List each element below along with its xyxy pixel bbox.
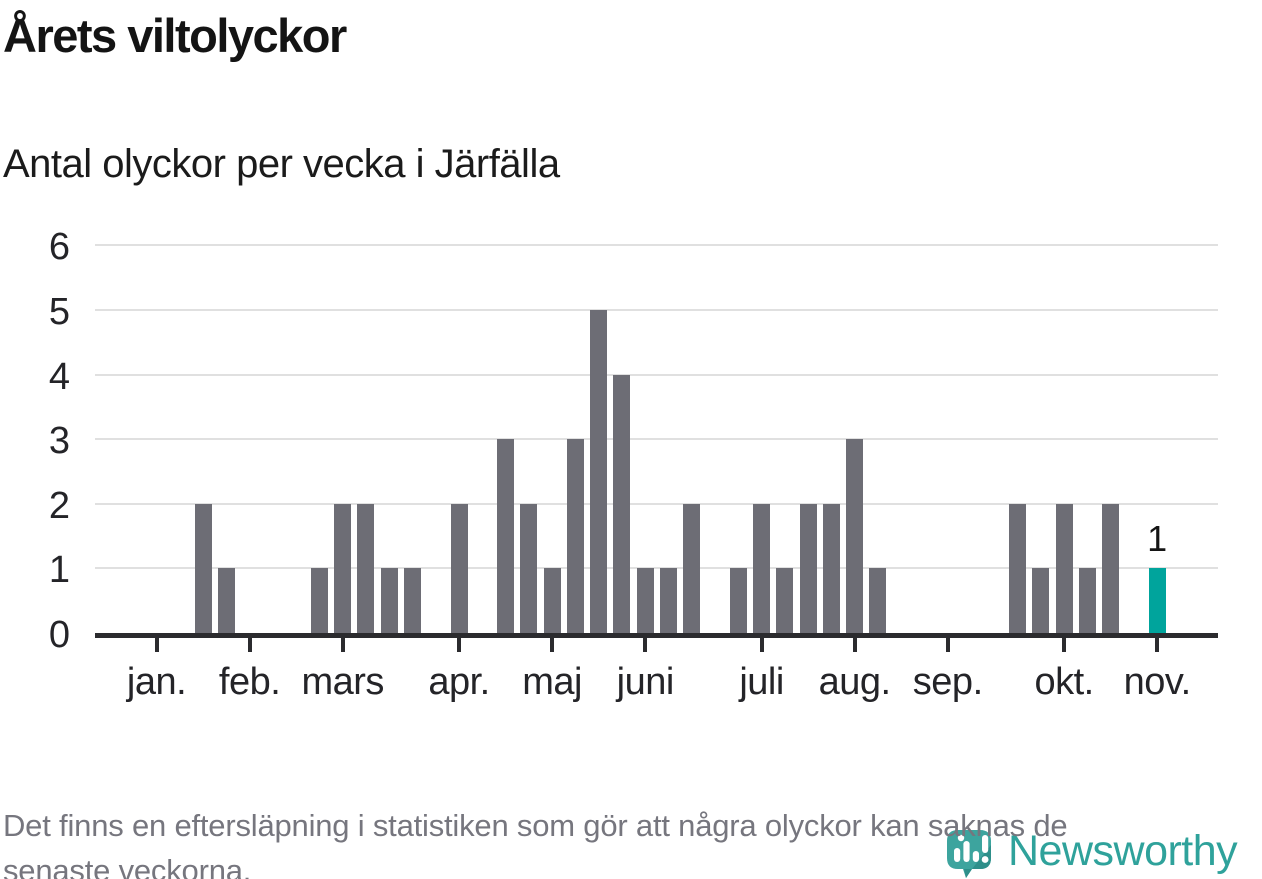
bar-week-24 <box>659 568 677 633</box>
newsworthy-logo: Newsworthy <box>941 823 1238 879</box>
y-axis-label-5: 5 <box>48 291 70 333</box>
x-axis-label-mars: mars <box>301 661 384 703</box>
x-axis-tick-apr. <box>457 633 462 652</box>
bar-week-13 <box>404 568 421 633</box>
footnote: Det finns en eftersläpning i statistiken… <box>3 803 1068 879</box>
gridline-y-2 <box>95 502 1218 505</box>
bar-week-15 <box>450 503 468 633</box>
x-axis-label-okt.: okt. <box>1034 661 1094 703</box>
newsworthy-logo-icon <box>947 830 991 878</box>
x-axis-label-apr.: apr. <box>428 661 490 703</box>
bar-week-43 <box>1102 503 1120 633</box>
bar-week-28 <box>753 503 771 633</box>
x-axis-label-jan.: jan. <box>126 661 187 703</box>
x-axis-label-juni: juni <box>616 661 675 703</box>
footnote-line-2: senaste veckorna. <box>3 853 252 879</box>
y-axis-label-0: 0 <box>48 614 70 656</box>
gridline-y-1 <box>95 567 1218 570</box>
bar-week-29 <box>776 568 794 633</box>
bar-week-41 <box>1055 503 1073 633</box>
x-axis-label-juli: juli <box>739 661 784 703</box>
x-axis-label-aug.: aug. <box>818 661 891 703</box>
x-axis-tick-aug. <box>852 633 857 652</box>
gridline-y-4 <box>95 373 1218 376</box>
newsworthy-logo-text: Newsworthy <box>1008 827 1238 875</box>
bar-week-20 <box>566 439 584 633</box>
bar-week-4 <box>194 503 212 633</box>
x-axis-tick-juli <box>759 633 764 652</box>
bar-week-10 <box>334 503 352 633</box>
gridline-y-6 <box>95 244 1218 247</box>
x-axis-label-sep.: sep. <box>912 661 983 703</box>
bar-week-45-highlighted <box>1148 568 1166 633</box>
bar-week-25 <box>683 503 701 633</box>
x-axis-label-nov.: nov. <box>1123 661 1192 703</box>
bar-week-42 <box>1078 568 1096 633</box>
bar-week-19 <box>543 568 561 633</box>
x-axis-tick-mars <box>340 633 345 652</box>
x-axis-tick-juni <box>643 633 648 652</box>
bar-week-40 <box>1032 568 1050 633</box>
gridline-y-3 <box>95 438 1218 441</box>
y-axis-label-1: 1 <box>48 549 70 592</box>
y-axis-label-3: 3 <box>48 420 70 463</box>
x-axis-label-maj: maj <box>522 661 582 703</box>
y-axis-label-2: 2 <box>48 484 70 527</box>
highlight-value-label: 1 <box>1147 518 1168 560</box>
x-axis-tick-okt. <box>1062 633 1067 652</box>
bar-week-32 <box>846 439 864 633</box>
bar-week-39 <box>1009 503 1027 633</box>
chart-title: Årets viltolyckor <box>3 9 347 62</box>
y-axis-label-4: 4 <box>48 355 70 398</box>
bar-week-5 <box>217 568 235 633</box>
x-axis-tick-nov. <box>1155 633 1160 652</box>
bar-week-21 <box>590 310 608 633</box>
bar-week-9 <box>310 568 328 633</box>
bar-week-31 <box>822 503 840 633</box>
chart-subtitle: Antal olyckor per vecka i Järfälla <box>3 142 560 186</box>
x-axis-line <box>95 633 1218 638</box>
bar-chart-plot-area: 0 1 2 3 4 5 6 jan. feb. mars apr. maj juni juli aug. se… <box>48 226 1218 703</box>
footnote-line-1: Det finns en eftersläpning i statistiken… <box>3 808 1068 843</box>
bar-week-30 <box>799 503 817 633</box>
x-axis-label-feb.: feb. <box>218 661 281 703</box>
bar-week-17 <box>497 439 515 633</box>
gridline-y-5 <box>95 309 1218 311</box>
x-axis-tick-sep. <box>945 633 950 652</box>
bar-week-33 <box>869 568 887 633</box>
bar-week-22 <box>613 374 631 633</box>
x-axis-tick-feb. <box>247 633 252 652</box>
bar-week-12 <box>380 568 398 633</box>
x-axis-tick-jan. <box>154 633 159 652</box>
bar-week-11 <box>357 503 375 633</box>
y-axis-label-6: 6 <box>48 226 70 269</box>
x-axis-tick-maj <box>550 633 555 652</box>
bar-week-27 <box>729 568 747 633</box>
bar-week-23 <box>636 568 654 633</box>
bar-week-18 <box>520 503 538 633</box>
